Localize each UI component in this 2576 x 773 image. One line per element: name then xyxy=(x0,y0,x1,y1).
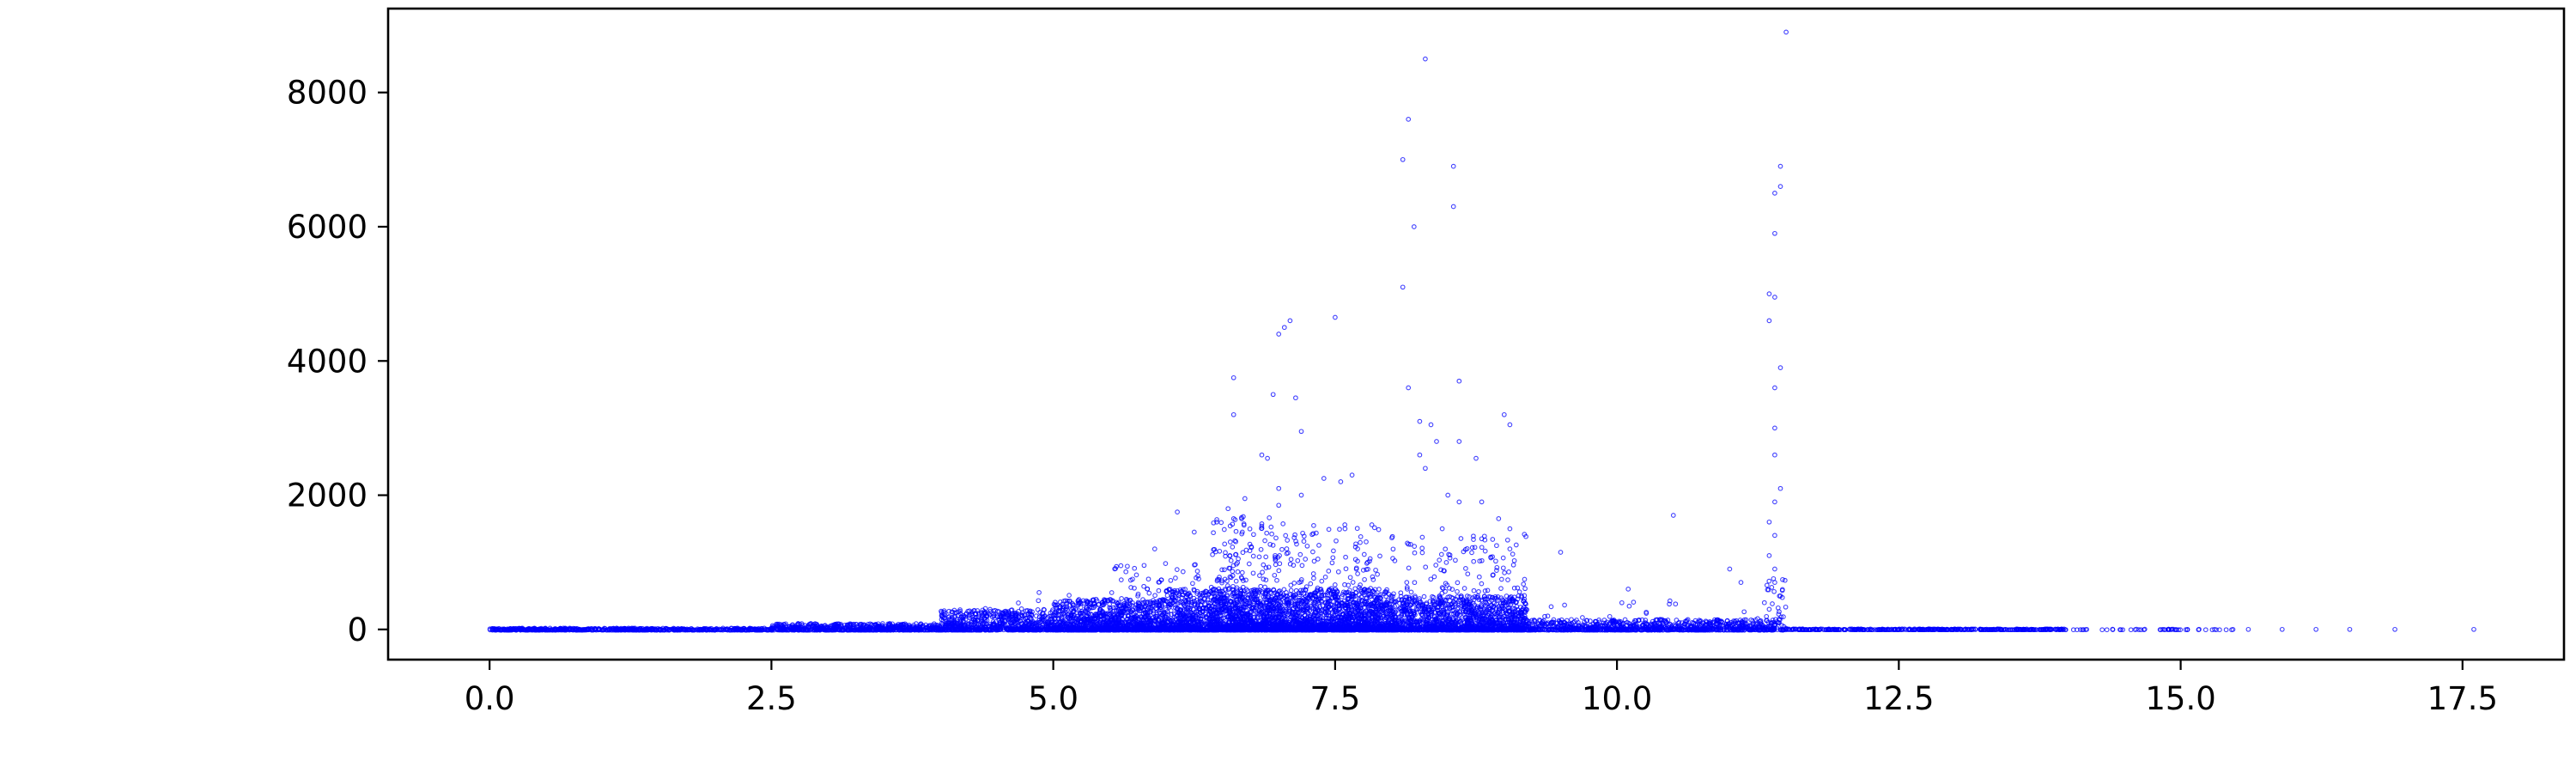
data-point xyxy=(720,627,726,633)
data-point xyxy=(1163,561,1169,566)
data-point xyxy=(1218,520,1224,526)
data-point xyxy=(690,627,696,633)
data-point xyxy=(515,625,521,631)
data-point xyxy=(608,627,614,633)
data-point xyxy=(735,627,741,633)
data-point xyxy=(629,626,635,632)
data-point xyxy=(665,626,670,632)
data-point xyxy=(622,625,628,631)
data-points-layer xyxy=(487,29,2476,633)
data-point xyxy=(746,627,752,632)
data-point xyxy=(1118,577,1124,582)
data-point xyxy=(495,627,501,633)
data-point xyxy=(1174,567,1180,572)
data-point xyxy=(650,626,656,631)
data-point xyxy=(946,608,952,614)
data-point xyxy=(657,627,663,633)
data-point xyxy=(1191,595,1197,601)
data-point xyxy=(585,626,591,632)
data-point xyxy=(1133,572,1139,578)
data-point xyxy=(661,627,667,632)
data-point xyxy=(1164,593,1170,599)
data-point xyxy=(729,627,735,633)
data-point xyxy=(679,625,684,631)
data-point xyxy=(506,627,511,633)
data-point xyxy=(1239,569,1245,575)
data-point xyxy=(1035,607,1041,612)
data-point xyxy=(550,627,555,633)
data-point xyxy=(1152,593,1157,599)
data-point xyxy=(1168,577,1174,583)
data-point xyxy=(1146,590,1152,596)
data-point xyxy=(1190,581,1195,587)
data-point xyxy=(615,626,620,632)
data-point xyxy=(562,627,568,633)
data-point xyxy=(1173,575,1178,581)
data-point xyxy=(489,627,495,633)
data-point xyxy=(752,626,757,631)
data-point xyxy=(1036,598,1042,604)
data-point xyxy=(493,627,498,633)
data-point xyxy=(1066,593,1072,598)
data-point xyxy=(572,627,577,633)
data-point xyxy=(518,626,524,631)
data-point xyxy=(1119,596,1124,601)
data-point xyxy=(1246,561,1252,567)
data-point xyxy=(551,627,557,633)
data-point xyxy=(1180,569,1186,575)
data-point xyxy=(749,626,754,632)
data-point xyxy=(498,627,503,633)
data-point xyxy=(725,627,730,633)
data-point xyxy=(568,626,573,631)
data-point xyxy=(543,625,549,631)
data-point xyxy=(1145,576,1151,582)
data-point xyxy=(570,627,576,633)
data-point xyxy=(1016,600,1021,606)
data-point xyxy=(588,626,593,632)
data-point xyxy=(1258,583,1264,589)
data-point xyxy=(1132,565,1138,571)
data-point xyxy=(1262,538,1267,544)
data-point xyxy=(704,627,710,633)
data-point xyxy=(1036,590,1042,595)
data-point xyxy=(712,627,717,633)
data-point xyxy=(654,627,659,633)
data-point xyxy=(605,627,611,632)
data-point xyxy=(1123,569,1129,575)
data-point xyxy=(697,626,703,632)
data-point xyxy=(538,626,544,632)
data-point xyxy=(707,626,712,632)
data-point xyxy=(592,626,598,631)
data-point xyxy=(722,627,728,632)
data-point xyxy=(1156,587,1162,593)
data-point xyxy=(1141,563,1147,569)
data-point xyxy=(1194,569,1200,574)
data-point xyxy=(1109,590,1115,595)
data-point xyxy=(535,626,541,632)
data-point xyxy=(557,625,563,631)
data-point xyxy=(1018,606,1024,612)
data-point xyxy=(574,626,580,631)
data-point xyxy=(755,627,760,632)
data-point xyxy=(681,626,687,632)
data-point xyxy=(624,626,630,632)
data-point xyxy=(642,627,648,633)
data-point xyxy=(578,627,584,633)
data-point xyxy=(671,626,676,632)
data-point xyxy=(744,627,750,633)
data-point xyxy=(1125,563,1130,569)
data-point xyxy=(631,627,637,633)
data-point xyxy=(1236,556,1241,562)
